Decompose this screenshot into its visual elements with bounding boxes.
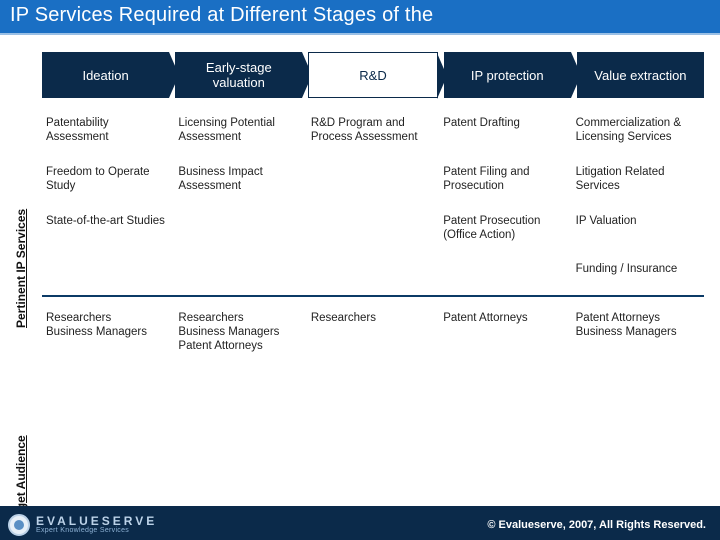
brand-logo: EVALUESERVE Expert Knowledge Services	[8, 514, 157, 536]
section-divider	[42, 295, 704, 297]
cell: State-of-the-art Studies	[42, 210, 174, 255]
page-title: IP Services Required at Different Stages…	[10, 4, 710, 27]
cell: R&D Program and Process Assessment	[307, 112, 439, 157]
copyright: © Evalueserve, 2007, All Rights Reserved…	[487, 519, 706, 531]
logo-icon	[8, 514, 30, 536]
cell: Researchers Business Managers Patent Att…	[174, 307, 306, 366]
stage-label: R&D	[359, 68, 386, 83]
cell	[307, 210, 439, 255]
cell	[174, 258, 306, 288]
stage-value-extraction: Value extraction	[577, 52, 704, 98]
cell	[439, 258, 571, 288]
cell: Freedom to Operate Study	[42, 161, 174, 206]
cell: Researchers Business Managers	[42, 307, 174, 366]
cell: Funding / Insurance	[572, 258, 704, 288]
header-band: IP Services Required at Different Stages…	[0, 0, 720, 42]
stage-rd: R&D	[308, 52, 437, 98]
cell: Patent Filing and Prosecution	[439, 161, 571, 206]
cell: Researchers	[307, 307, 439, 366]
services-row: Freedom to Operate Study Business Impact…	[42, 161, 704, 206]
cell: Patentability Assessment	[42, 112, 174, 157]
cell: IP Valuation	[572, 210, 704, 255]
cell	[307, 161, 439, 206]
cell	[42, 258, 174, 288]
services-row: Patentability Assessment Licensing Poten…	[42, 112, 704, 157]
content-area: Pertinent IP Services Target Audience Id…	[0, 48, 720, 506]
cell: Patent Attorneys	[439, 307, 571, 366]
services-row: State-of-the-art Studies Patent Prosecut…	[42, 210, 704, 255]
stage-label: IP protection	[471, 68, 544, 83]
stage-header-row: Ideation Early-stage valuation R&D IP pr…	[42, 52, 704, 98]
services-section-label: Pertinent IP Services	[14, 209, 28, 328]
cell: Patent Prosecution (Office Action)	[439, 210, 571, 255]
audience-row: Researchers Business Managers Researcher…	[42, 307, 704, 366]
brand-name: EVALUESERVE	[36, 515, 157, 527]
stage-label: Early-stage valuation	[179, 60, 298, 90]
cell: Patent Attorneys Business Managers	[572, 307, 704, 366]
stage-label: Ideation	[82, 68, 128, 83]
cell: Litigation Related Services	[572, 161, 704, 206]
stage-early-valuation: Early-stage valuation	[175, 52, 302, 98]
cell: Commercialization & Licensing Services	[572, 112, 704, 157]
stage-label: Value extraction	[594, 68, 686, 83]
stage-ip-protection: IP protection	[444, 52, 571, 98]
cell	[307, 258, 439, 288]
services-row: Funding / Insurance	[42, 258, 704, 288]
stage-ideation: Ideation	[42, 52, 169, 98]
cell: Licensing Potential Assessment	[174, 112, 306, 157]
cell: Business Impact Assessment	[174, 161, 306, 206]
cell: Patent Drafting	[439, 112, 571, 157]
footer: EVALUESERVE Expert Knowledge Services © …	[0, 506, 720, 540]
cell	[174, 210, 306, 255]
brand-tagline: Expert Knowledge Services	[36, 527, 157, 534]
brand-text: EVALUESERVE Expert Knowledge Services	[36, 515, 157, 534]
